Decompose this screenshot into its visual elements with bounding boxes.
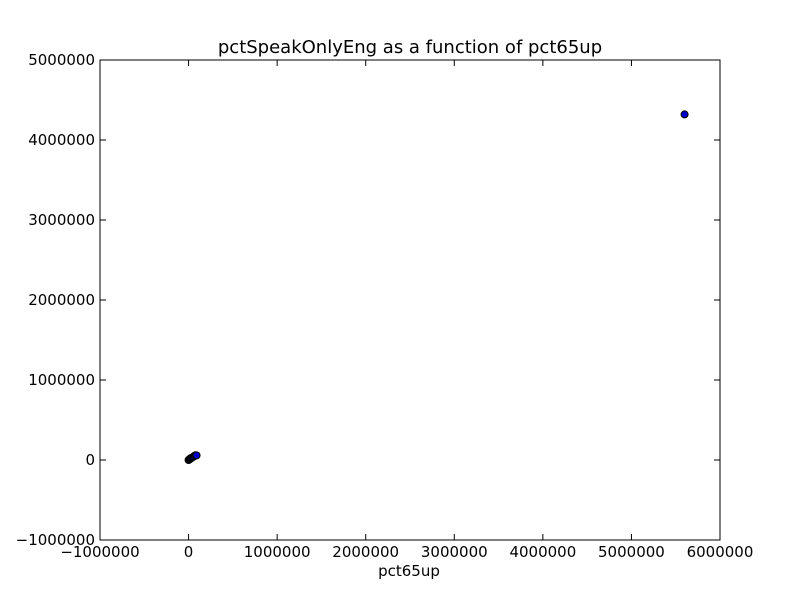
- y-tick-label: 1000000: [28, 371, 95, 389]
- y-tick-label: 2000000: [28, 291, 95, 309]
- y-tick-label: 0: [85, 451, 95, 469]
- y-tick-label: 5000000: [28, 51, 95, 69]
- scatter-point: [680, 110, 689, 119]
- x-tick-label: 3000000: [421, 543, 488, 561]
- y-tick-label: −1000000: [16, 531, 95, 549]
- plot-frame: [99, 59, 721, 541]
- x-tick-label: −1000000: [60, 543, 139, 561]
- x-tick-label: 0: [184, 543, 194, 561]
- x-tick-label: 2000000: [332, 543, 399, 561]
- y-axis-ticks: −1000000 0 1000000 2000000 3000000 4000000 500…: [16, 51, 720, 549]
- x-tick-label: 6000000: [687, 543, 754, 561]
- x-tick-label: 1000000: [244, 543, 311, 561]
- y-tick-label: 4000000: [28, 131, 95, 149]
- scatter-point: [192, 451, 201, 460]
- chart-title: pctSpeakOnlyEng as a function of pct65up: [218, 37, 602, 58]
- x-axis-ticks: −1000000 0 1000000 2000000 3000000 4000000 500…: [60, 60, 753, 561]
- data-points: [184, 110, 689, 464]
- y-tick-label: 3000000: [28, 211, 95, 229]
- x-tick-label: 5000000: [598, 543, 665, 561]
- x-axis-label: pct65up: [378, 562, 440, 580]
- x-tick-label: 4000000: [509, 543, 576, 561]
